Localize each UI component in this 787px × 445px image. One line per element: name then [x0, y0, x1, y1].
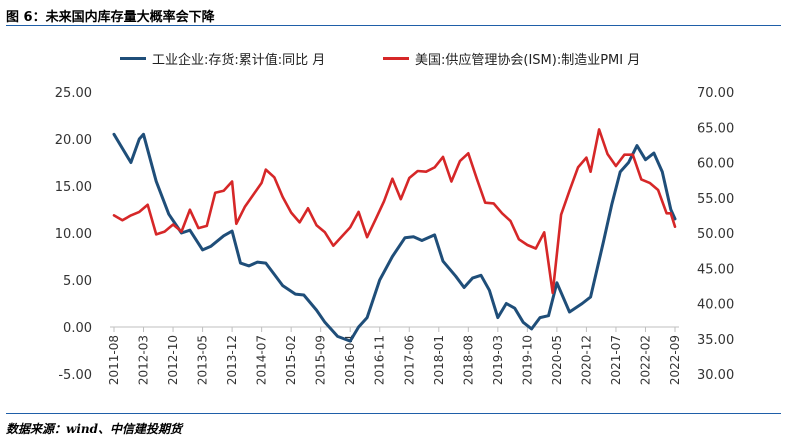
x-tick-label: 2012-03 — [137, 335, 151, 385]
legend-swatch-pmi — [383, 56, 409, 60]
legend-swatch-inventory — [120, 56, 146, 60]
right-y-tick-label: 60.00 — [697, 157, 734, 172]
x-tick-label: 2018-08 — [461, 335, 475, 385]
x-tick-label: 2020-12 — [579, 335, 593, 385]
left-y-tick-label: 25.00 — [55, 86, 92, 101]
legend: 工业企业:存货:累计值:同比 月 美国:供应管理协会(ISM):制造业PMI 月 — [0, 48, 787, 68]
right-y-tick-label: 35.00 — [697, 333, 734, 348]
left-y-tick-label: 10.00 — [55, 227, 92, 242]
x-tick-label: 2019-03 — [491, 335, 505, 385]
legend-label-inventory: 工业企业:存货:累计值:同比 月 — [152, 52, 326, 68]
right-y-tick-label: 40.00 — [697, 298, 734, 313]
axes: 2011-08 2012-03 2012-10 2013-05 2013-12 2014-… — [55, 86, 734, 385]
x-tick-label: 2013-05 — [196, 335, 210, 385]
chart-title: 图 6：未来国内库存量大概率会下降 — [6, 10, 215, 25]
right-y-tick-label: 45.00 — [697, 262, 734, 277]
x-tick-label: 2022-02 — [638, 335, 652, 385]
right-y-tick-label: 70.00 — [697, 86, 734, 101]
legend-label-pmi: 美国:供应管理协会(ISM):制造业PMI 月 — [415, 52, 641, 68]
x-tick-label: 2018-01 — [432, 335, 446, 385]
x-tick-label: 2015-09 — [314, 335, 328, 385]
x-tick-label: 2016-11 — [373, 335, 387, 385]
x-tick-label: 2015-02 — [284, 335, 298, 385]
right-y-tick-label: 30.00 — [697, 368, 734, 383]
left-y-tick-label: -5.00 — [58, 368, 92, 383]
x-tick-label: 2019-10 — [520, 335, 534, 385]
source-rule — [6, 413, 781, 414]
legend-item-pmi: 美国:供应管理协会(ISM):制造业PMI 月 — [383, 48, 640, 68]
series-line-inventory — [112, 132, 677, 343]
right-y-tick-label: 50.00 — [697, 227, 734, 242]
right-y-tick-label: 65.00 — [697, 121, 734, 136]
source-note: 数据来源：wind、中信建投期货 — [6, 422, 183, 436]
x-tick-label: 2022-09 — [668, 335, 682, 385]
x-tick-label: 2016-04 — [343, 335, 357, 385]
left-y-tick-label: 5.00 — [63, 274, 92, 289]
x-tick-label: 2020-05 — [550, 335, 564, 385]
series-lines — [112, 128, 677, 343]
x-tick-label: 2011-08 — [107, 335, 121, 385]
legend-item-inventory: 工业企业:存货:累计值:同比 月 — [120, 48, 325, 68]
right-y-tick-label: 55.00 — [697, 192, 734, 207]
x-tick-label: 2013-12 — [225, 335, 239, 385]
series-line-pmi — [112, 128, 677, 295]
x-tick-label: 2017-06 — [402, 335, 416, 385]
left-y-tick-label: 15.00 — [55, 180, 92, 195]
left-y-tick-label: 0.00 — [63, 321, 92, 336]
x-tick-label: 2021-07 — [609, 335, 623, 385]
left-y-tick-label: 20.00 — [55, 133, 92, 148]
title-rule — [6, 25, 781, 26]
x-tick-label: 2014-07 — [255, 335, 269, 385]
x-tick-label: 2012-10 — [166, 335, 180, 385]
